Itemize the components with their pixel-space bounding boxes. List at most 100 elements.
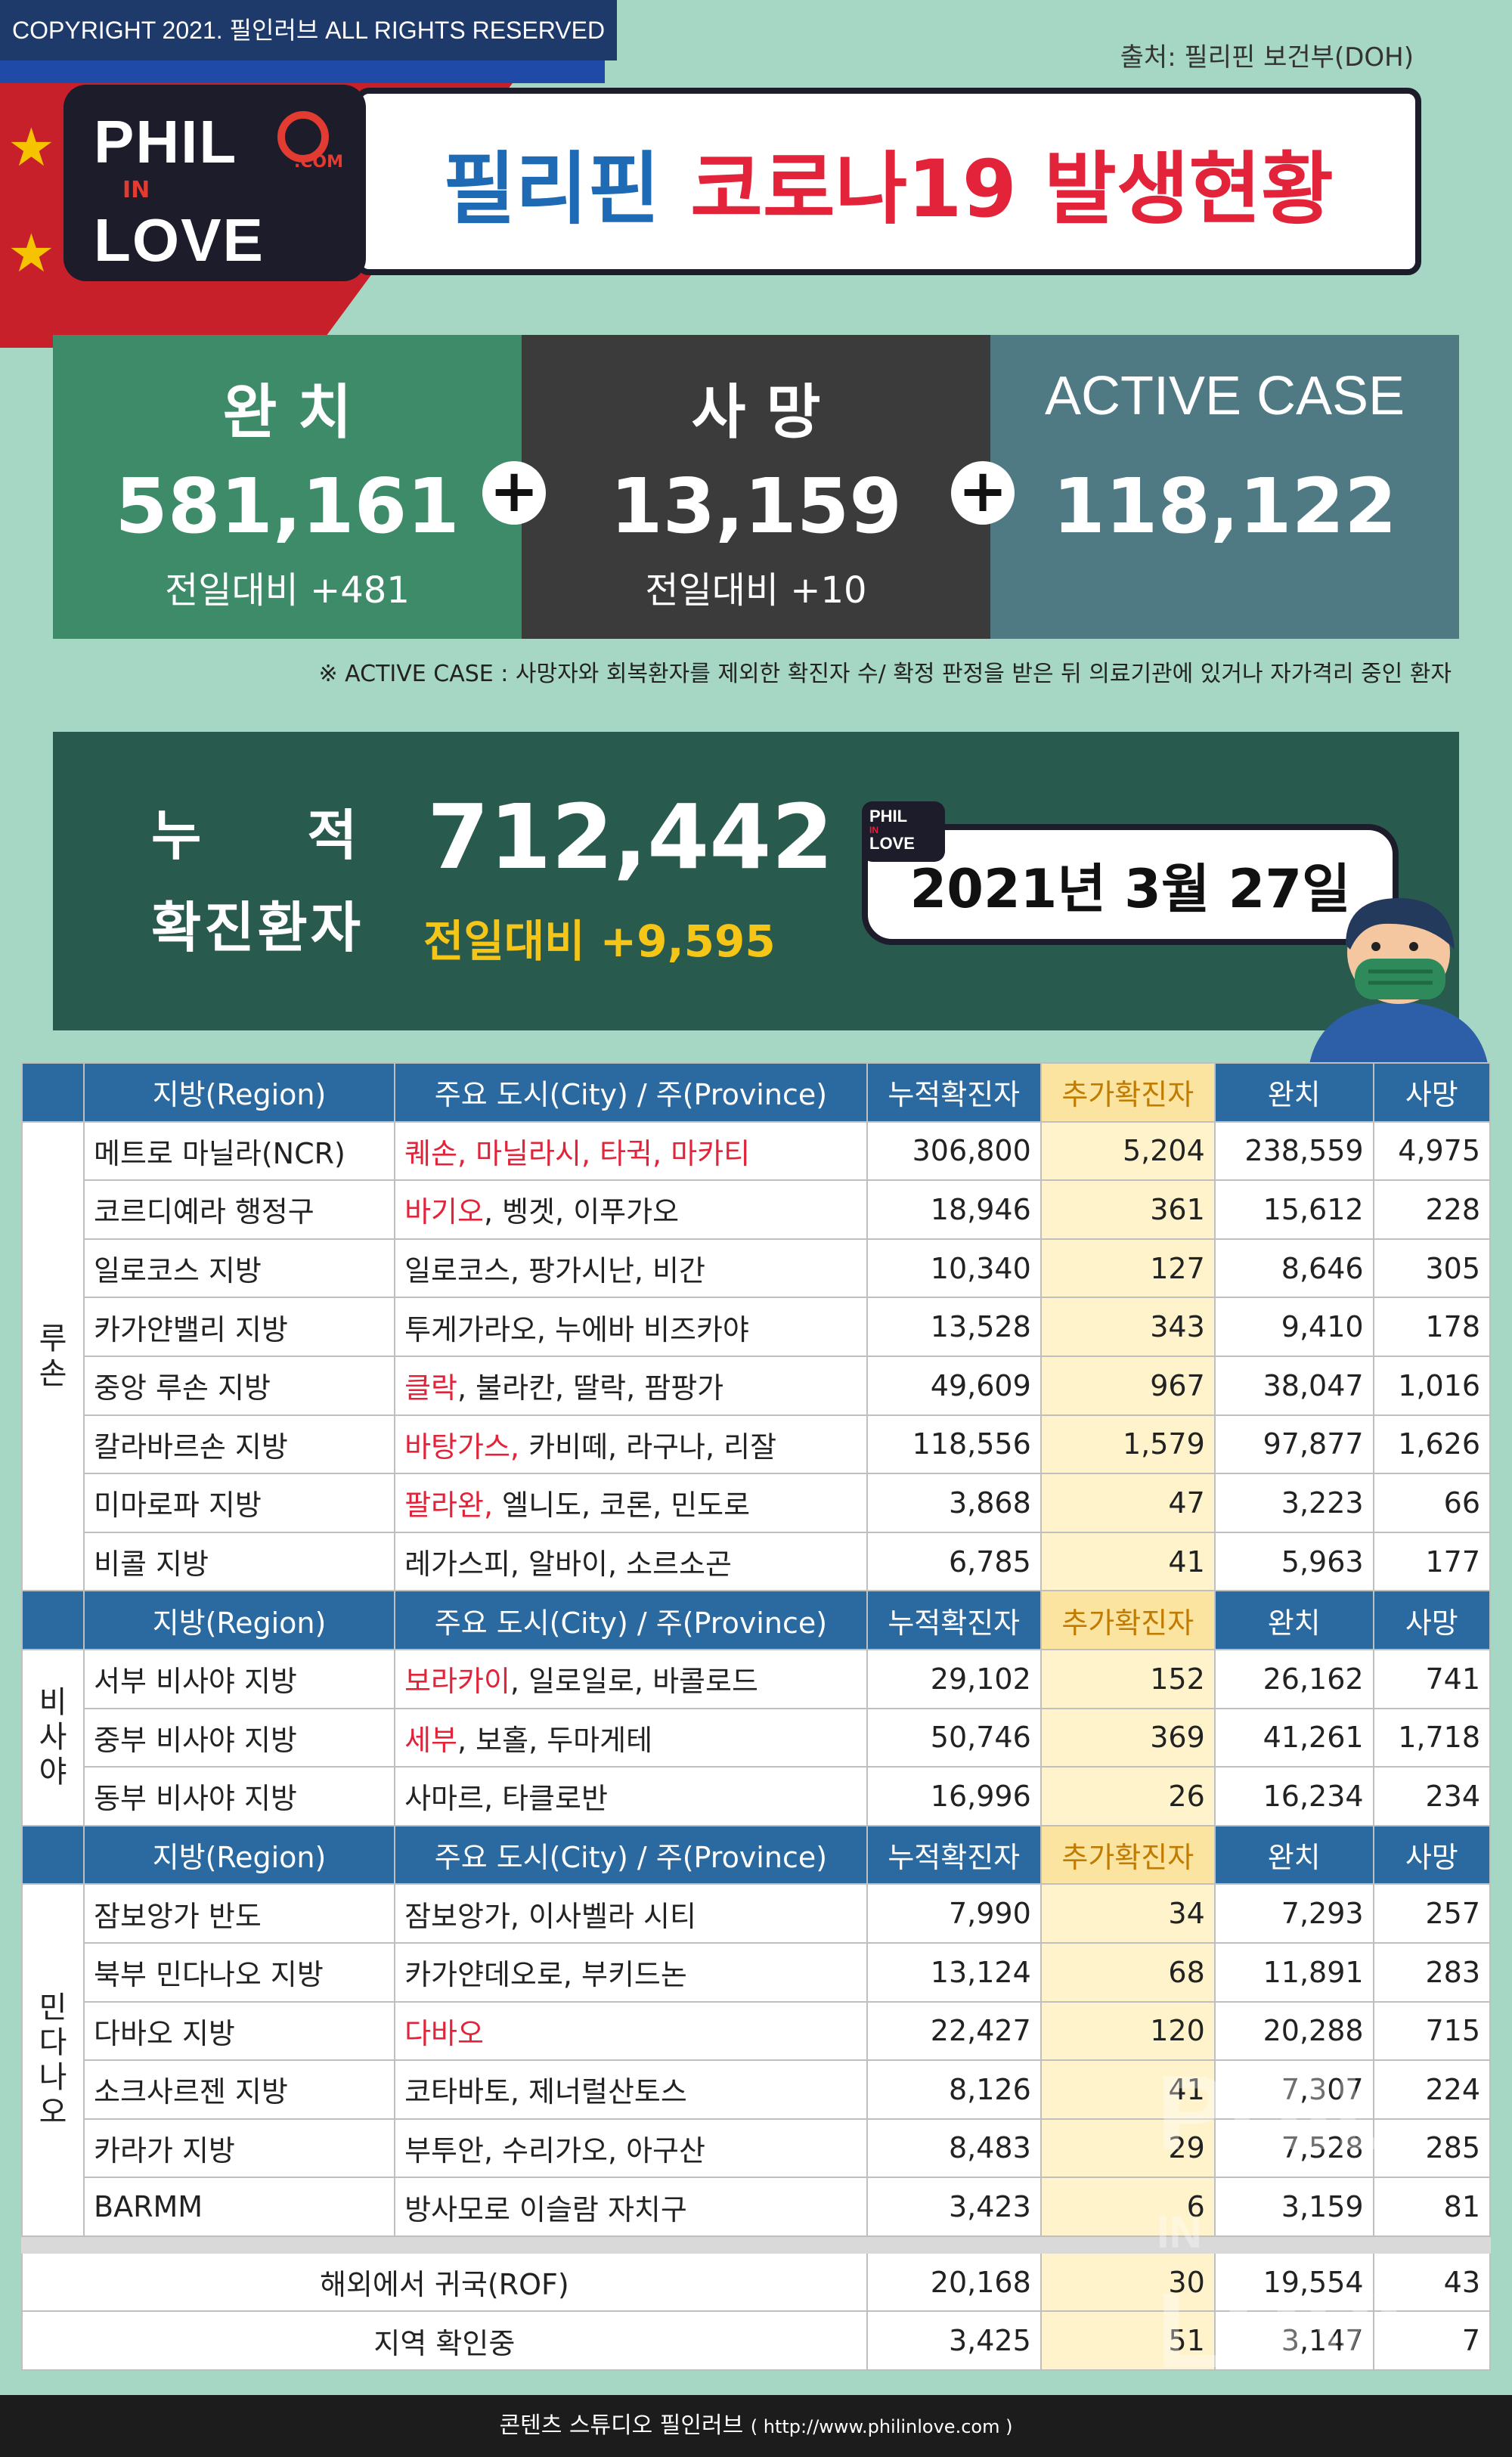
summary-label: 지역 확인중 [21,2310,868,2372]
recovered-count: 9,410 [1213,1297,1374,1357]
header-deaths: 사망 [1372,1062,1492,1123]
table-row: 칼라바르손 지방 바탕가스, 카비떼, 라구나, 리잘 118,556 1,579 97… [22,1414,1492,1475]
table-row: 북부 민다나오 지방 카가얀데오로, 부키드논 13,124 68 11,891 283 [22,1941,1492,2003]
area-label-char: 나 [39,2060,67,2096]
city-rest: , 보홀, 두마게테 [457,1723,653,1757]
death-count: 7 [1372,2310,1492,2372]
city-list: 퀘손, 마닐라시, 타귁, 마카티 [394,1120,868,1182]
added-cases: 29 [1040,2118,1216,2179]
recovered-count: 20,288 [1213,2000,1374,2062]
city-rest: 일로코스, 팡가시난, 비간 [404,1254,705,1288]
city-list: 부투안, 수리가오, 아구산 [394,2118,868,2179]
recovered-count: 3,159 [1213,2177,1374,2237]
table-row: 민 다 나 오 잠보앙가 반도 잠보앙가, 이사벨라 시티 7,990 34 7,293 257 [21,1883,1492,2237]
table-row: 중앙 루손 지방 클락, 불라칸, 딸락, 팜팡가 49,609 967 38,047 1… [22,1355,1492,1416]
logo-text-love: LOVE [94,206,265,274]
region-name: 미마로파 지방 [82,1473,396,1533]
cumulative-label-2: 확진환자 [151,896,364,959]
total-cases: 3,425 [866,2310,1042,2372]
city-list: 카가얀데오로, 부키드논 [394,1941,868,2003]
added-cases: 34 [1040,1883,1216,1944]
table-row: BARMM 방사모로 이슬람 자치구 3,423 6 3,159 81 [22,2177,1492,2237]
header-deaths: 사망 [1372,1590,1492,1650]
city-rest: , 벵겟, 이푸가오 [483,1195,680,1229]
area-label-char: 사 [39,1720,67,1755]
masked-person-illustration [1308,898,1489,1074]
region-name: 중앙 루손 지방 [82,1355,396,1416]
area-label-char: 민 [39,1991,67,2026]
area-label-char: 오 [39,2095,67,2130]
added-cases: 30 [1040,2251,1216,2313]
footer-url[interactable]: ( http://www.philinlove.com ) [750,2416,1013,2437]
header-city: 주요 도시(City) / 주(Province) [394,1062,868,1123]
recovered-count: 8,646 [1213,1238,1374,1299]
recovered-change: 전일대비 +481 [165,569,410,612]
area-label-char: 다 [39,2025,67,2061]
city-highlight: 다바오 [404,2016,484,2050]
death-count: 1,626 [1372,1414,1492,1475]
city-rest: 카비떼, 라구나, 리잘 [519,1430,777,1464]
city-highlight: 보라카이 [404,1665,510,1699]
death-count: 305 [1372,1238,1492,1299]
header-added: 추가확진자 [1040,1590,1216,1650]
total-cases: 13,528 [866,1297,1042,1357]
total-cases: 29,102 [866,1648,1042,1709]
table-row: 미마로파 지방 팔라완, 엘니도, 코론, 민도로 3,868 47 3,223 66 [22,1473,1492,1533]
city-rest: 카가얀데오로, 부키드논 [404,1958,687,1992]
total-cases: 22,427 [866,2000,1042,2062]
region-name: 비콜 지방 [82,1531,396,1592]
cumulative-value: 712,442 [427,785,834,889]
title-bar: 필리핀 코로나19 발생현황 [355,88,1421,275]
added-cases: 127 [1040,1238,1216,1299]
header-city: 주요 도시(City) / 주(Province) [394,1824,868,1885]
city-rest: 잠보앙가, 이사벨라 시티 [404,1899,696,1933]
region-name: BARMM [82,2177,396,2237]
total-cases: 50,746 [866,1707,1042,1768]
camera-icon [277,111,329,163]
death-count: 177 [1372,1531,1492,1592]
total-cases: 7,990 [866,1883,1042,1944]
deaths-value: 13,159 [610,462,902,550]
header-city: 주요 도시(City) / 주(Province) [394,1590,868,1650]
region-name: 카라가 지방 [82,2118,396,2179]
city-list: 일로코스, 팡가시난, 비간 [394,1238,868,1299]
city-rest: , 일로일로, 바콜로드 [510,1665,758,1699]
city-rest: 사마르, 타클로반 [404,1782,608,1816]
death-count: 283 [1372,1941,1492,2003]
death-count: 741 [1372,1648,1492,1709]
recovered-count: 3,223 [1213,1473,1374,1533]
death-count: 81 [1372,2177,1492,2237]
recovered-count: 38,047 [1213,1355,1374,1416]
city-rest: , 불라칸, 딸락, 팜팡가 [457,1371,724,1405]
cumulative-label-1: 누적 [151,804,463,867]
added-cases: 343 [1040,1297,1216,1357]
city-list: 레가스피, 알바이, 소르소곤 [394,1531,868,1592]
death-count: 234 [1372,1766,1492,1826]
added-cases: 120 [1040,2000,1216,2062]
region-name: 칼라바르손 지방 [82,1414,396,1475]
footer: 콘텐츠 스튜디오 필인러브 ( http://www.philinlove.co… [0,2395,1512,2457]
report-date: 2021년 3월 27일 [862,824,1399,945]
death-count: 285 [1372,2118,1492,2179]
total-cases: 20,168 [866,2251,1042,2313]
city-rest: 투게가라오, 누에바 비즈카야 [404,1312,749,1346]
total-cases: 3,423 [866,2177,1042,2237]
city-highlight: 바탕가스, [404,1430,519,1464]
deaths-change: 전일대비 +10 [645,569,867,612]
total-cases: 6,785 [866,1531,1042,1592]
city-highlight: 퀘손, 마닐라시, 타귁, 마카티 [404,1136,751,1170]
recovered-label: 완 치 [222,379,352,447]
region-name: 카가얀밸리 지방 [82,1297,396,1357]
region-name: 메트로 마닐라(NCR) [82,1120,396,1182]
death-count: 715 [1372,2000,1492,2062]
table-row: 카라가 지방 부투안, 수리가오, 아구산 8,483 29 7,528 285 [22,2118,1492,2179]
table-row: 중부 비사야 지방 세부, 보홀, 두마게테 50,746 369 41,261 1,71… [22,1707,1492,1768]
cumulative-change: 전일대비 +9,595 [423,916,776,967]
death-count: 228 [1372,1179,1492,1240]
recovered-count: 26,162 [1213,1648,1374,1709]
deaths-label: 사 망 [691,379,821,447]
header-deaths: 사망 [1372,1824,1492,1885]
